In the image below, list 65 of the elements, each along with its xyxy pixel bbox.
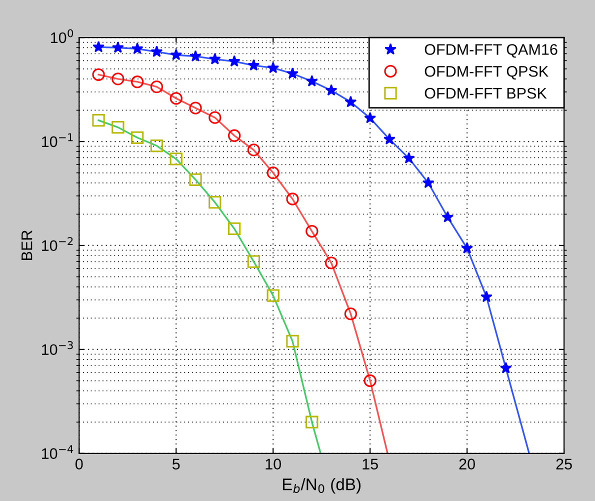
point bbox=[344, 96, 357, 108]
point bbox=[112, 72, 124, 86]
point bbox=[266, 289, 280, 302]
point bbox=[266, 166, 280, 180]
point bbox=[247, 255, 260, 268]
point bbox=[150, 46, 163, 57]
point bbox=[306, 416, 318, 428]
point bbox=[112, 121, 124, 134]
point bbox=[170, 92, 182, 105]
point bbox=[150, 80, 164, 94]
point bbox=[150, 139, 164, 152]
point bbox=[131, 42, 144, 54]
point bbox=[267, 62, 280, 74]
point bbox=[112, 41, 124, 53]
x-tick-label: 10 bbox=[266, 458, 282, 470]
x-tick-label: 15 bbox=[362, 458, 378, 470]
point bbox=[325, 84, 338, 96]
point bbox=[170, 48, 182, 60]
point bbox=[228, 222, 241, 236]
x-tick-label: 20 bbox=[459, 458, 475, 470]
point bbox=[402, 152, 415, 164]
x-axis-title: E$_{b}$/N$_{0}$ (dB) bbox=[282, 478, 361, 494]
y-axis-title: BER bbox=[22, 230, 32, 260]
point bbox=[480, 290, 492, 302]
point bbox=[92, 68, 105, 81]
point bbox=[364, 112, 376, 124]
y-tick-label: 10$^{0}$ bbox=[50, 29, 74, 44]
point bbox=[442, 210, 454, 222]
point bbox=[189, 102, 202, 114]
legend-label: OFDM-FFT QPSK bbox=[424, 66, 548, 80]
point bbox=[248, 59, 260, 71]
point bbox=[208, 111, 222, 124]
point bbox=[247, 144, 260, 156]
legend-label: OFDM-FFT QAM16 bbox=[424, 44, 558, 58]
point bbox=[500, 362, 512, 374]
point bbox=[344, 308, 358, 320]
point bbox=[422, 176, 434, 188]
point bbox=[306, 224, 318, 238]
point bbox=[324, 256, 338, 270]
x-tick-label: 0 bbox=[75, 458, 83, 470]
point bbox=[189, 173, 202, 186]
point bbox=[92, 114, 105, 127]
point bbox=[286, 334, 299, 348]
point bbox=[208, 52, 221, 64]
y-tick-label: 10$^{−3}$ bbox=[42, 341, 73, 356]
legend-label: OFDM-FFT BPSK bbox=[424, 88, 547, 99]
point bbox=[461, 242, 474, 254]
point bbox=[228, 55, 240, 67]
point bbox=[92, 40, 105, 52]
y-tick-label: 10$^{−1}$ bbox=[42, 133, 73, 148]
y-tick-label: 10$^{−4}$ bbox=[42, 445, 74, 459]
point bbox=[131, 131, 144, 144]
point bbox=[384, 133, 396, 145]
point bbox=[286, 67, 298, 79]
point bbox=[364, 374, 376, 388]
x-tick-label: 5 bbox=[172, 458, 180, 470]
x-tick-label: 25 bbox=[556, 458, 572, 470]
point bbox=[208, 196, 222, 209]
point bbox=[190, 50, 202, 62]
y-tick-label: 10$^{−2}$ bbox=[42, 237, 73, 252]
point bbox=[228, 129, 241, 142]
point bbox=[286, 192, 299, 206]
point bbox=[170, 152, 182, 166]
point bbox=[306, 75, 318, 86]
point bbox=[131, 76, 144, 88]
